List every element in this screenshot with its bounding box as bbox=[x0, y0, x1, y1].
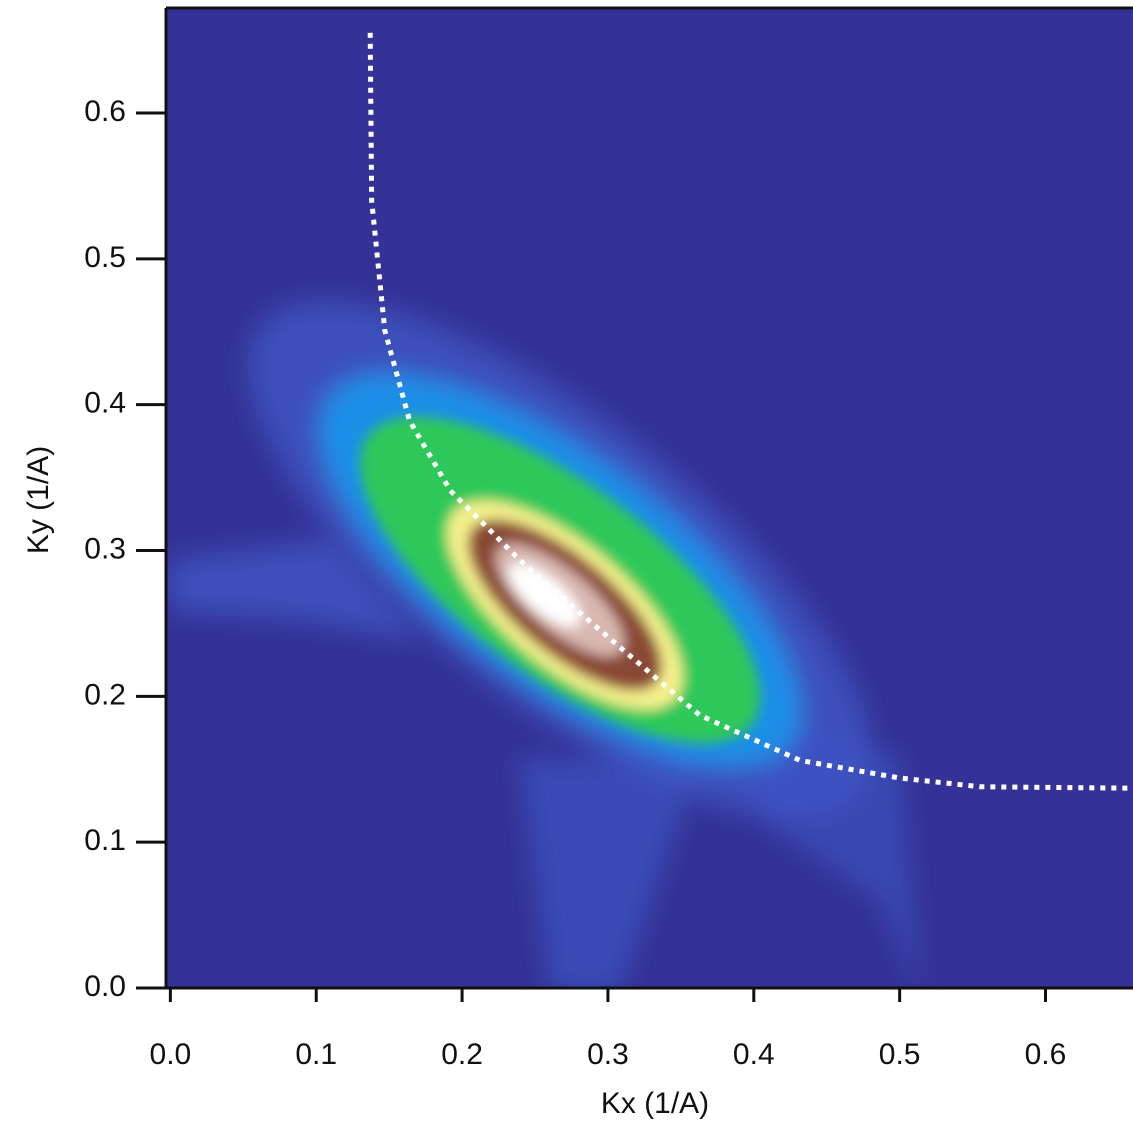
y-tick-label: 0.2 bbox=[84, 678, 126, 711]
y-tick-label: 0.4 bbox=[84, 387, 126, 420]
x-tick-label: 0.3 bbox=[587, 1038, 629, 1071]
y-tick-label: 0.1 bbox=[84, 824, 126, 857]
x-tick-label: 0.4 bbox=[733, 1038, 775, 1071]
x-tick-label: 0.2 bbox=[441, 1038, 483, 1071]
x-axis-label: Kx (1/A) bbox=[601, 1087, 709, 1120]
y-tick-label: 0.6 bbox=[84, 95, 126, 128]
x-tick-label: 0.0 bbox=[150, 1038, 192, 1071]
x-tick-label: 0.5 bbox=[879, 1038, 921, 1071]
dotted-curve bbox=[367, 32, 1133, 791]
y-tick-label: 0.0 bbox=[84, 970, 126, 1003]
y-axis-label: Ky (1/A) bbox=[22, 446, 55, 554]
y-tick-label: 0.3 bbox=[84, 532, 126, 565]
y-tick-label: 0.5 bbox=[84, 241, 126, 274]
x-tick-label: 0.1 bbox=[295, 1038, 337, 1071]
x-tick-label: 0.6 bbox=[1025, 1038, 1067, 1071]
